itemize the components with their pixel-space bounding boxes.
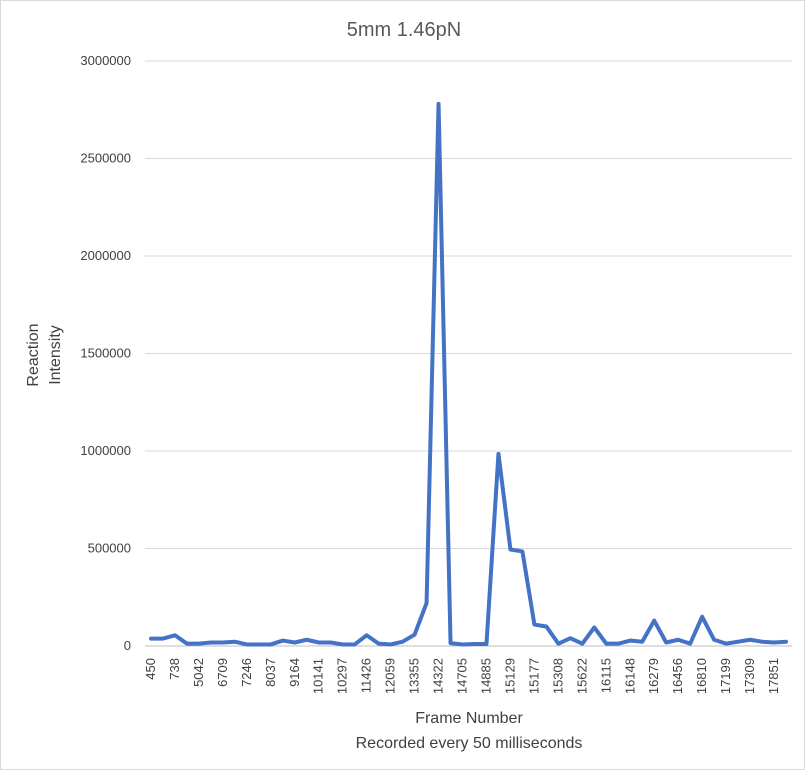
x-tick-label: 14885 [478,658,493,694]
x-tick-label: 16810 [694,658,709,694]
x-tick-label: 15622 [574,658,589,694]
x-tick-label: 450 [143,658,158,680]
x-tick-label: 14705 [455,658,470,694]
x-axis-title: Frame Number [415,710,523,727]
x-tick-label: 8037 [263,658,278,687]
x-tick-label: 5042 [191,658,206,687]
y-tick-label: 2500000 [80,151,131,166]
x-tick-label: 11426 [359,658,374,693]
x-tick-label: 14322 [431,658,446,694]
y-tick-label: 500000 [88,541,131,556]
x-tick-label: 7246 [239,658,254,687]
x-tick-label: 16148 [622,658,637,694]
x-tick-label: 16279 [646,658,661,694]
x-tick-label: 10297 [335,658,350,694]
y-tick-label: 0 [124,638,131,653]
x-tick-label: 6709 [215,658,230,687]
gridlines [145,60,792,549]
x-tick-label: 9164 [287,658,302,687]
y-tick-label: 3000000 [80,53,131,68]
y-tick-label: 2000000 [80,248,131,263]
y-tick-label: 1500000 [80,346,131,361]
x-tick-label: 10141 [311,658,326,694]
x-tick-label: 12059 [383,658,398,694]
x-axis-tick-labels: 450 738 5042 6709 7246 8037 9164 10141 10297 1142… [143,658,781,694]
series-line [148,101,789,647]
x-tick-label: 15177 [526,658,541,694]
x-tick-label: 738 [167,658,182,680]
y-tick-label: 1000000 [80,443,131,458]
x-tick-label: 17851 [766,658,781,694]
x-axis-subtitle: Recorded every 50 milliseconds [356,735,583,752]
y-axis-tick-labels: 0 500000 1000000 1500000 2000000 2500000 30000… [80,53,131,653]
chart-title: 5mm 1.46pN [347,19,462,41]
x-tick-label: 16115 [598,658,613,693]
x-tick-label: 17199 [718,658,733,694]
x-tick-label: 17309 [742,658,757,694]
x-tick-label: 15129 [502,658,517,694]
x-tick-label: 16456 [670,658,685,694]
x-tick-label: 15308 [550,658,565,694]
x-tick-label: 13355 [407,658,422,694]
y-axis-title: Reaction [25,323,42,386]
y-axis-subtitle: Intensity [47,325,64,385]
